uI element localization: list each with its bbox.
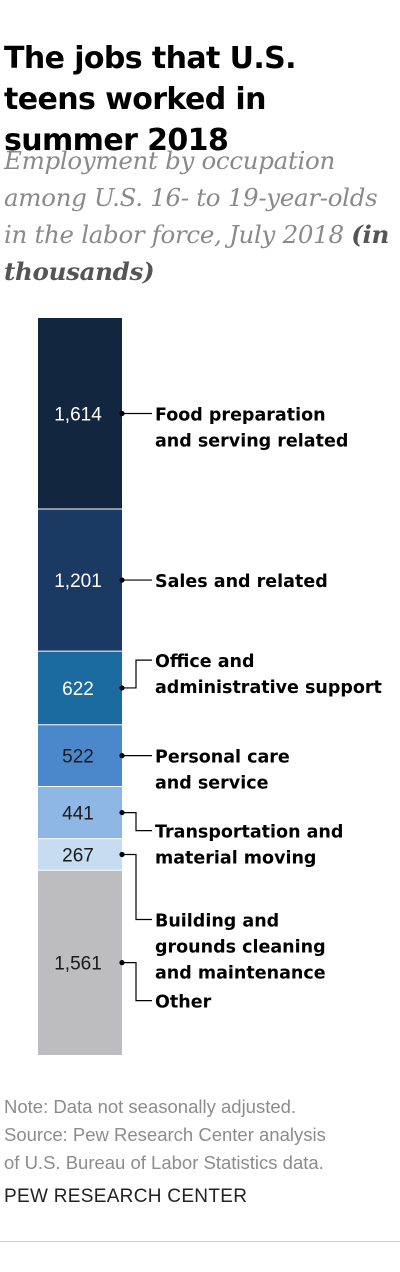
category-label: Office and xyxy=(155,652,255,672)
category-label: Other xyxy=(155,993,212,1013)
bar-segment xyxy=(38,318,122,509)
bar-segment xyxy=(38,870,122,1055)
subtitle-text: Employment by occupation among U.S. 16- … xyxy=(4,146,378,249)
category-label: Food preparation xyxy=(155,405,326,425)
subtitle-units: (in thousands) xyxy=(4,220,390,286)
source-text: Source: Pew Research Center analysis xyxy=(4,1124,326,1145)
category-label: Transportation and xyxy=(155,823,343,843)
value-label: 522 xyxy=(62,747,94,768)
value-label: 1,561 xyxy=(54,954,102,975)
category-label: material moving xyxy=(155,849,316,869)
bar-segment xyxy=(38,508,122,652)
connector-line xyxy=(122,659,152,689)
category-label: Building and xyxy=(155,911,279,931)
value-label: 1,614 xyxy=(54,404,102,425)
category-label: Sales and related xyxy=(155,572,328,592)
source-text-2: of U.S. Bureau of Labor Statistics data. xyxy=(4,1152,324,1173)
bar-segment xyxy=(38,786,122,839)
footer: Note: Data not seasonally adjusted. Sour… xyxy=(4,1093,396,1177)
value-label: 1,201 xyxy=(54,571,102,592)
category-label: and serving related xyxy=(155,431,348,451)
connector-line xyxy=(122,962,152,1002)
value-label: 267 xyxy=(62,845,94,866)
bar-segment xyxy=(38,651,122,725)
chart-title: The jobs that U.S. teens worked in summe… xyxy=(4,41,297,158)
note-text: Note: Data not seasonally adjusted. xyxy=(4,1096,297,1117)
connector-line xyxy=(122,811,152,832)
category-label: Personal care xyxy=(155,748,290,768)
category-label: grounds cleaning xyxy=(155,937,326,957)
connector-line xyxy=(122,853,152,921)
chart-subtitle: Employment by occupation among U.S. 16- … xyxy=(4,142,400,290)
category-label: and maintenance xyxy=(155,963,326,983)
bar-segment xyxy=(38,838,122,871)
brand-logo-text: PEW RESEARCH CENTER xyxy=(4,1186,248,1207)
value-label: 622 xyxy=(62,679,94,700)
category-label: and service xyxy=(155,774,269,794)
category-label: administrative support xyxy=(155,678,382,698)
value-label: 441 xyxy=(62,804,94,825)
stacked-bar-chart: 1,614 1,201 622 522 441 267 1,561 Food preparat… xyxy=(38,318,382,1055)
divider xyxy=(0,1241,400,1242)
bar-segment xyxy=(38,724,122,787)
